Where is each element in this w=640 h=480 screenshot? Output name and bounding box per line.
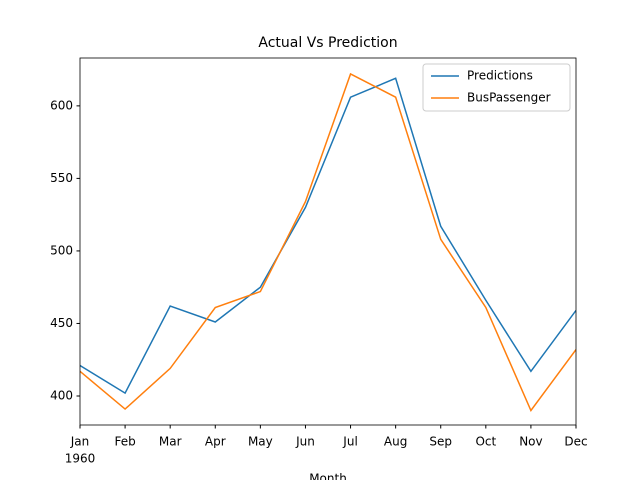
- y-tick-label: 600: [50, 98, 73, 112]
- chart-title: Actual Vs Prediction: [258, 35, 397, 51]
- y-tick-label: 400: [50, 388, 73, 402]
- x-tick-label: Nov: [519, 435, 542, 449]
- y-tick-label: 500: [50, 243, 73, 257]
- x-year-label: 1960: [65, 452, 96, 466]
- x-tick-label: Oct: [475, 435, 496, 449]
- x-tick-label: Aug: [384, 435, 407, 449]
- x-tick-label: Dec: [564, 435, 587, 449]
- data-line: [80, 77, 576, 395]
- data-line: [80, 72, 576, 412]
- x-tick-label: Apr: [205, 435, 226, 449]
- legend-box: [422, 63, 571, 112]
- x-tick-label: Jan: [70, 435, 90, 449]
- y-tick-label: 550: [50, 171, 73, 185]
- y-tick-label: 450: [50, 316, 73, 330]
- x-tick-label: Jul: [342, 435, 357, 449]
- plot-frame: [79, 57, 577, 426]
- legend-label: BusPassenger: [467, 91, 551, 105]
- x-tick-label: May: [248, 435, 273, 449]
- x-tick-label: Sep: [429, 435, 452, 449]
- x-tick-label: Mar: [159, 435, 182, 449]
- x-tick-label: Feb: [114, 435, 135, 449]
- legend-label: Predictions: [467, 69, 533, 83]
- x-axis-label: Month: [309, 472, 347, 480]
- x-tick-label: Jun: [295, 435, 315, 449]
